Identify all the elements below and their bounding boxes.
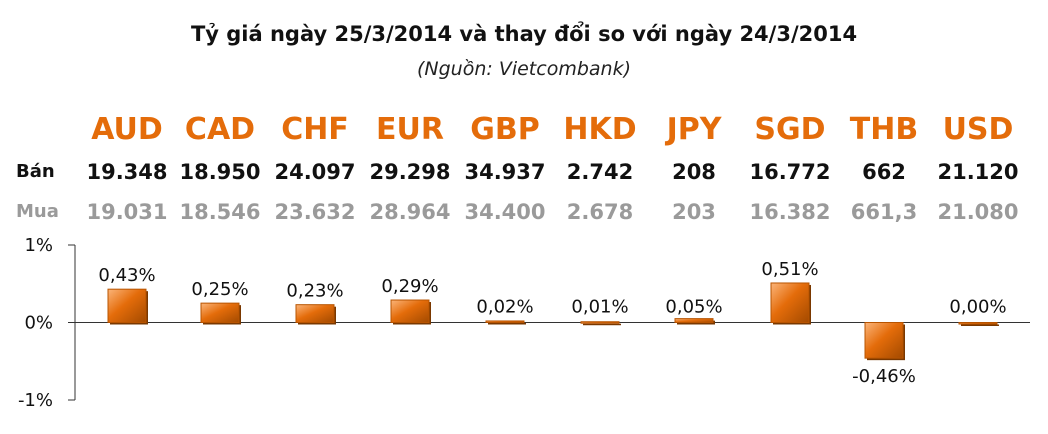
currency-code-chf: CHF <box>281 112 349 147</box>
ban-rate-jpy: 208 <box>672 160 716 184</box>
currency-code-thb: THB <box>849 112 919 147</box>
ban-rate-gbp: 34.937 <box>464 160 546 184</box>
mua-rate-eur: 28.964 <box>369 200 451 224</box>
mua-rate-sgd: 16.382 <box>749 200 831 224</box>
mua-rate-aud: 19.031 <box>86 200 168 224</box>
bar-cad <box>200 302 240 323</box>
currency-code-eur: EUR <box>376 112 444 147</box>
data-label-eur: 0,29% <box>381 276 438 297</box>
mua-rate-hkd: 2.678 <box>566 200 634 224</box>
currency-code-aud: AUD <box>91 112 163 147</box>
data-label-hkd: 0,01% <box>571 297 628 318</box>
bar-hkd <box>580 321 620 324</box>
data-label-aud: 0,43% <box>98 265 155 286</box>
mua-rate-usd: 21.080 <box>937 200 1019 224</box>
currency-code-hkd: HKD <box>563 112 637 147</box>
y-tick-label: 0% <box>24 313 53 334</box>
data-label-chf: 0,23% <box>286 281 343 302</box>
bar-shadow <box>488 322 526 325</box>
currency-code-usd: USD <box>942 112 1014 147</box>
currency-code-gbp: GBP <box>470 112 540 147</box>
row-label-mua: Mua <box>16 201 59 222</box>
ban-rate-cad: 18.950 <box>179 160 261 184</box>
mua-rate-jpy: 203 <box>672 200 716 224</box>
y-tick-label: -1% <box>18 390 53 411</box>
currency-code-jpy: JPY <box>666 112 722 147</box>
row-label-ban: Bán <box>16 161 55 182</box>
ban-rate-thb: 662 <box>862 160 906 184</box>
bar-shadow <box>961 324 999 326</box>
y-tick-label: 1% <box>24 235 53 256</box>
mua-rate-cad: 18.546 <box>179 200 261 224</box>
bar-usd <box>958 322 998 325</box>
currency-code-sgd: SGD <box>754 112 826 147</box>
data-label-gbp: 0,02% <box>476 297 533 318</box>
chart-title: Tỷ giá ngày 25/3/2014 và thay đổi so với… <box>190 22 858 46</box>
bar-chf <box>295 304 335 323</box>
bar-eur <box>390 299 430 323</box>
ban-rate-chf: 24.097 <box>274 160 356 184</box>
bar-aud <box>107 288 147 323</box>
ban-rate-aud: 19.348 <box>86 160 168 184</box>
bar-sgd <box>770 282 810 324</box>
ban-rate-sgd: 16.772 <box>749 160 831 184</box>
data-label-sgd: 0,51% <box>761 259 818 280</box>
data-label-thb: -0,46% <box>852 366 916 387</box>
mua-rate-thb: 661,3 <box>850 200 918 224</box>
bar-shadow <box>583 323 621 326</box>
mua-rate-gbp: 34.400 <box>464 200 546 224</box>
source-note: (Nguồn: Vietcombank) <box>417 58 631 80</box>
mua-rate-chf: 23.632 <box>274 200 356 224</box>
bar-gbp <box>485 320 525 324</box>
bar-jpy <box>674 318 714 323</box>
ban-rate-usd: 21.120 <box>937 160 1019 184</box>
data-label-usd: 0,00% <box>949 297 1006 318</box>
bar-thb <box>864 322 904 359</box>
ban-rate-hkd: 2.742 <box>566 160 634 184</box>
data-label-cad: 0,25% <box>191 279 248 300</box>
currency-code-cad: CAD <box>184 112 256 147</box>
data-label-jpy: 0,05% <box>665 297 722 318</box>
ban-rate-eur: 29.298 <box>369 160 451 184</box>
